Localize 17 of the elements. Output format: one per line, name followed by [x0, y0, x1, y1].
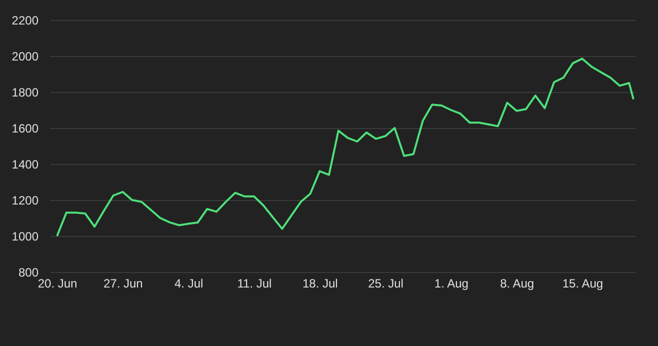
y-tick-label: 1600 [12, 122, 39, 136]
y-tick-label: 1800 [12, 86, 39, 100]
x-tick-label: 20. Jun [38, 276, 78, 290]
x-tick-label: 18. Jul [302, 276, 338, 290]
x-tick-label: 11. Jul [237, 276, 272, 290]
y-tick-label: 1200 [12, 194, 39, 208]
y-tick-label: 2200 [12, 14, 39, 28]
y-tick-label: 2000 [12, 50, 39, 64]
y-tick-label: 1400 [12, 158, 39, 172]
x-tick-label: 1. Aug [434, 276, 468, 290]
y-tick-label: 1000 [12, 230, 39, 244]
x-tick-label: 15. Aug [562, 276, 604, 290]
x-tick-label: 8. Aug [500, 276, 534, 290]
y-tick-label: 800 [18, 266, 39, 280]
x-tick-label: 4. Jul [174, 276, 204, 290]
x-tick-label: 27. Jun [104, 276, 143, 290]
x-tick-label: 25. Jul [368, 276, 404, 290]
